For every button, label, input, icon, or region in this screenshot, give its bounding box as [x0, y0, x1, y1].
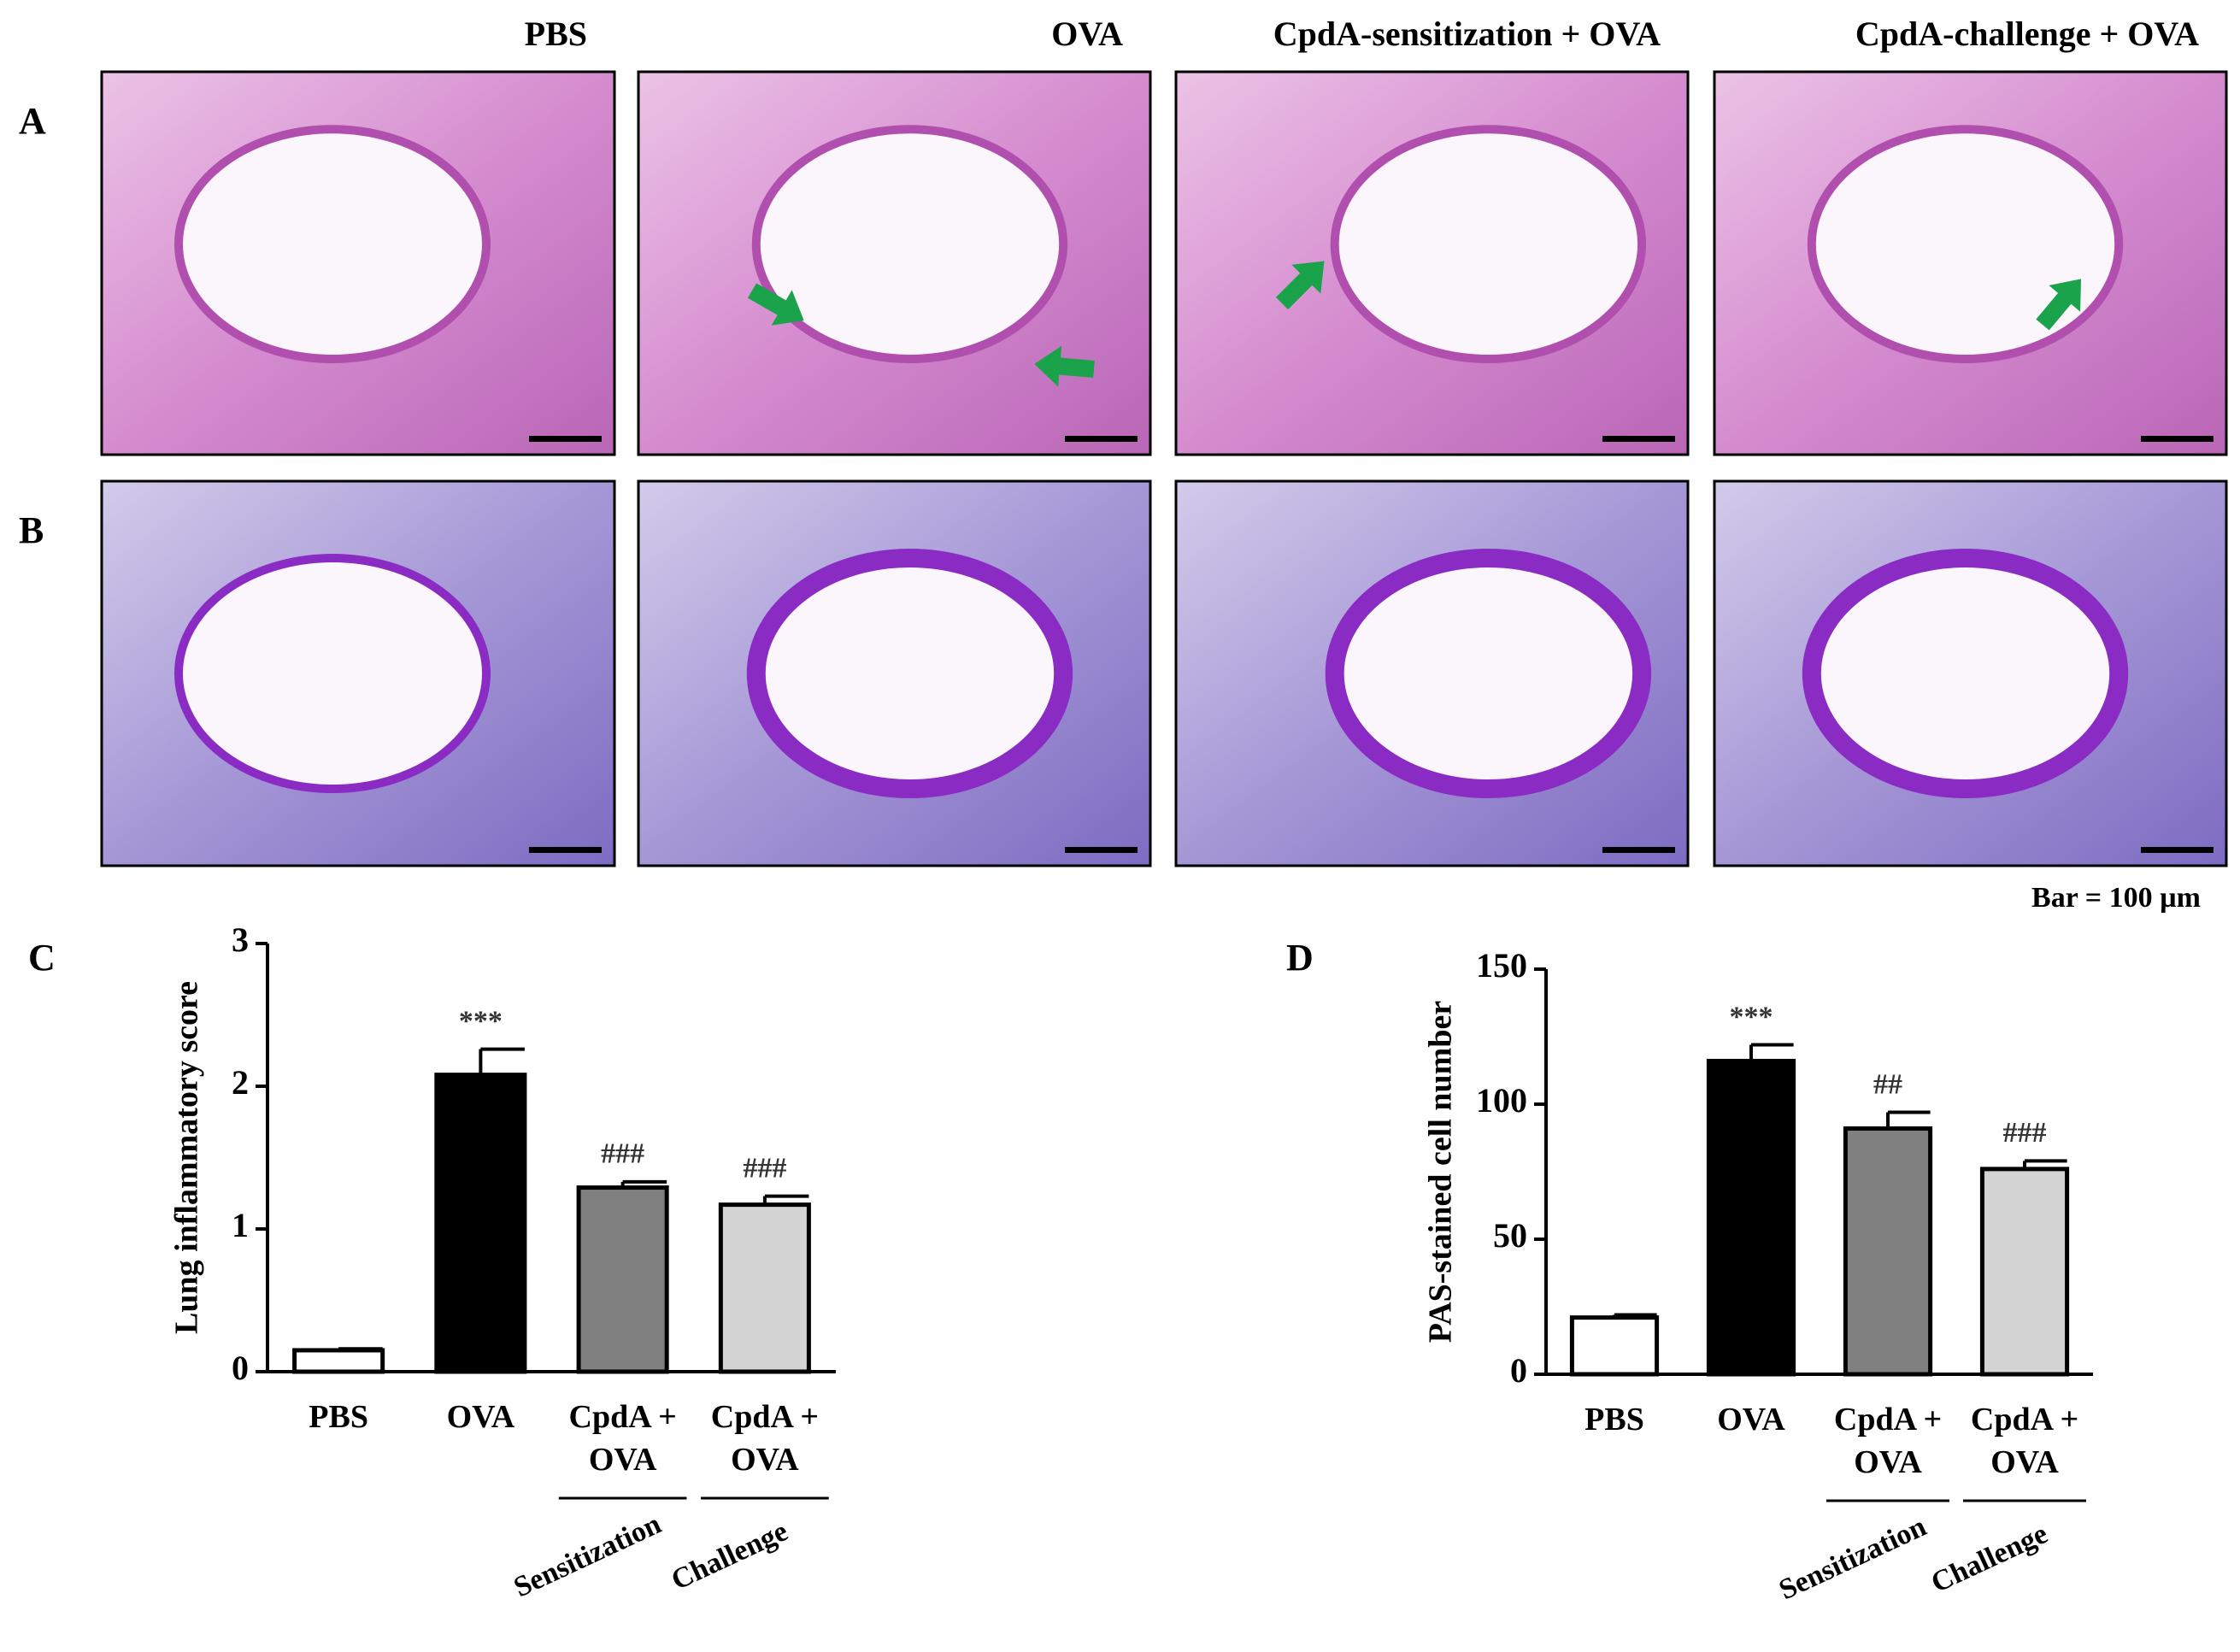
group-label: Challenge — [667, 1515, 792, 1596]
significance-mark: ## — [1873, 1068, 1902, 1100]
arrow — [1034, 345, 1095, 387]
scale-bar — [529, 847, 602, 853]
y-tick-label: 2 — [232, 1063, 249, 1102]
scale-bar — [1602, 436, 1675, 442]
y-tick-label: 100 — [1476, 1081, 1527, 1120]
airway-lumen — [1325, 549, 1652, 798]
scale-bar — [529, 436, 602, 442]
row-label: B — [19, 509, 44, 551]
bar — [1843, 1126, 1933, 1377]
panel-label: D — [1286, 937, 1314, 979]
bar — [1569, 1315, 1660, 1377]
y-axis-label: PAS-stained cell number — [1423, 1001, 1459, 1343]
x-tick-label: CpdA + OVA — [710, 1399, 819, 1478]
y-tick-label: 3 — [232, 920, 249, 959]
airway-lumen — [1330, 125, 1647, 363]
arrow — [1275, 261, 1325, 310]
y-tick-label: 1 — [232, 1206, 249, 1244]
scale-bar — [2141, 847, 2214, 853]
y-axis-label: Lung inflammatory score — [169, 981, 205, 1334]
airway-lumen — [751, 125, 1068, 363]
column-title: OVA — [1051, 15, 1123, 53]
bar — [1979, 1167, 2070, 1377]
y-tick-label: 50 — [1493, 1216, 1527, 1255]
x-tick-label: CpdA + OVA — [568, 1399, 677, 1478]
x-tick-label: CpdA + OVA — [1833, 1402, 1943, 1480]
y-tick-label: 0 — [232, 1349, 249, 1387]
bar — [434, 1073, 527, 1374]
significance-mark: ### — [601, 1138, 644, 1170]
significance-mark: ### — [2003, 1117, 2047, 1149]
airway-lumen — [1807, 125, 2124, 363]
scale-bar — [1065, 436, 1138, 442]
scale-bar — [1065, 847, 1138, 853]
group-label: Sensitization — [1774, 1511, 1931, 1607]
row-label: A — [19, 100, 46, 142]
airway-lumen — [174, 125, 491, 363]
bar — [718, 1202, 811, 1374]
airway-lumen — [746, 549, 1073, 798]
x-tick-label: OVA — [1717, 1402, 1785, 1437]
group-label: Sensitization — [509, 1508, 666, 1604]
panel-label: C — [28, 937, 56, 979]
column-title: CpdA-challenge + OVA — [1855, 15, 2199, 53]
significance-mark: *** — [1730, 1001, 1773, 1032]
bar — [292, 1348, 385, 1374]
scale-bar — [1602, 847, 1675, 853]
group-label: Challenge — [1926, 1518, 2052, 1599]
y-tick-label: 150 — [1476, 946, 1527, 985]
significance-mark: ### — [743, 1152, 786, 1184]
x-tick-label: OVA — [446, 1399, 515, 1435]
x-tick-label: CpdA + OVA — [1970, 1402, 2079, 1480]
scale-note: Bar = 100 µm — [2031, 882, 2201, 914]
x-tick-label: PBS — [1584, 1402, 1644, 1437]
bar — [576, 1185, 669, 1374]
arrow — [2036, 279, 2081, 331]
significance-mark: *** — [459, 1005, 503, 1037]
column-title: CpdA-sensitization + OVA — [1273, 15, 1661, 53]
x-tick-label: PBS — [309, 1399, 368, 1435]
y-tick-label: 0 — [1510, 1351, 1527, 1390]
column-title: PBS — [525, 15, 587, 53]
arrow — [748, 283, 804, 326]
scale-bar — [2141, 436, 2214, 442]
airway-lumen — [1802, 549, 2129, 798]
airway-lumen — [174, 554, 491, 793]
bar — [1706, 1058, 1796, 1377]
